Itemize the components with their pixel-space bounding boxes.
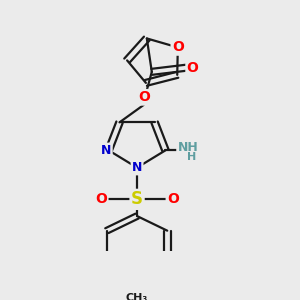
- Text: O: O: [187, 61, 199, 75]
- Text: NH: NH: [178, 141, 198, 154]
- Text: H: H: [187, 152, 196, 162]
- Text: S: S: [131, 190, 143, 208]
- Text: N: N: [101, 144, 112, 157]
- Text: CH₃: CH₃: [126, 292, 148, 300]
- Text: O: O: [138, 90, 150, 104]
- Text: O: O: [172, 40, 184, 54]
- Text: O: O: [167, 192, 179, 206]
- Text: N: N: [132, 161, 142, 174]
- Text: O: O: [95, 192, 107, 206]
